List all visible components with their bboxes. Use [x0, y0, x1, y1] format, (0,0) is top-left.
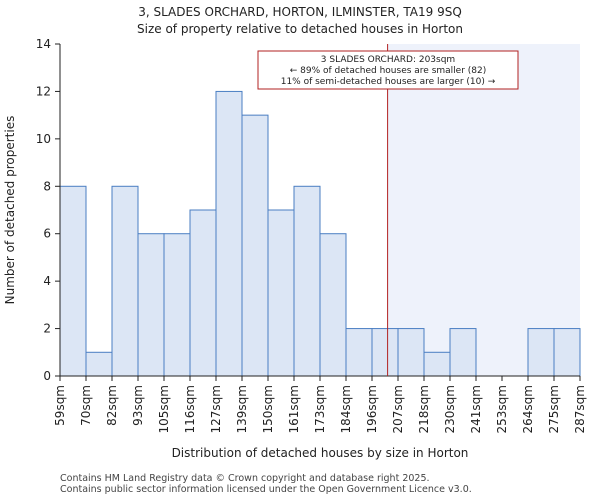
histogram-bar [423, 351, 451, 377]
y-tick-label: 14 [36, 37, 51, 51]
histogram-bar [267, 209, 295, 377]
x-tick-label: 196sqm [365, 385, 379, 433]
histogram-bar [449, 328, 477, 377]
histogram-bar [111, 185, 139, 377]
histogram-bar [371, 328, 399, 377]
histogram-bar [553, 328, 581, 377]
annotation-box: 3 SLADES ORCHARD: 203sqm ← 89% of detach… [257, 50, 519, 90]
chart-subtitle: Size of property relative to detached ho… [137, 22, 463, 36]
x-tick-label: 70sqm [79, 385, 93, 426]
annotation-line-3: 11% of semi-detached houses are larger (… [281, 77, 496, 87]
annotation-line-1: 3 SLADES ORCHARD: 203sqm [321, 55, 455, 65]
chart-title: 3, SLADES ORCHARD, HORTON, ILMINSTER, TA… [138, 5, 462, 19]
histogram-bar [345, 328, 373, 377]
histogram-bar [189, 209, 217, 377]
x-axis-label: Distribution of detached houses by size … [172, 446, 469, 460]
y-tick-label: 8 [43, 179, 51, 193]
x-tick-label: 241sqm [469, 385, 483, 433]
histogram-bar [241, 114, 269, 377]
histogram-bar [137, 233, 165, 377]
footer-line-2: Contains public sector information licen… [60, 484, 472, 495]
histogram-bar [59, 185, 87, 377]
x-tick-label: 275sqm [547, 385, 561, 433]
x-tick-label: 59sqm [53, 385, 67, 426]
histogram-bar [215, 90, 243, 377]
annotation-line-2: ← 89% of detached houses are smaller (82… [290, 66, 487, 76]
y-tick-label: 12 [36, 84, 51, 98]
y-tick-label: 0 [43, 369, 51, 383]
histogram-bar [85, 351, 113, 377]
y-tick-label: 10 [36, 132, 51, 146]
x-tick-label: 264sqm [521, 385, 535, 433]
x-tick-label: 218sqm [417, 385, 431, 433]
x-tick-label: 105sqm [157, 385, 171, 433]
x-tick-label: 82sqm [105, 385, 119, 426]
histogram-bar [397, 328, 425, 377]
x-tick-label: 161sqm [287, 385, 301, 433]
histogram-bar [319, 233, 347, 377]
x-tick-label: 139sqm [235, 385, 249, 433]
x-tick-label: 230sqm [443, 385, 457, 433]
footer-line-1: Contains HM Land Registry data © Crown c… [60, 473, 430, 484]
y-tick-label: 4 [43, 274, 51, 288]
x-tick-label: 93sqm [131, 385, 145, 426]
y-tick-label: 2 [43, 322, 51, 336]
histogram-bar [293, 185, 321, 377]
x-tick-label: 253sqm [495, 385, 509, 433]
x-tick-label: 116sqm [183, 385, 197, 433]
y-tick-label: 6 [43, 227, 51, 241]
x-tick-label: 184sqm [339, 385, 353, 433]
x-tick-label: 287sqm [573, 385, 587, 433]
x-tick-label: 150sqm [261, 385, 275, 433]
x-tick-label: 127sqm [209, 385, 223, 433]
histogram-bar [163, 233, 191, 377]
y-axis-label: Number of detached properties [3, 116, 17, 305]
larger-region-shade [387, 44, 580, 376]
x-tick-label: 207sqm [391, 385, 405, 433]
histogram-bar [527, 328, 555, 377]
x-tick-label: 173sqm [313, 385, 327, 433]
